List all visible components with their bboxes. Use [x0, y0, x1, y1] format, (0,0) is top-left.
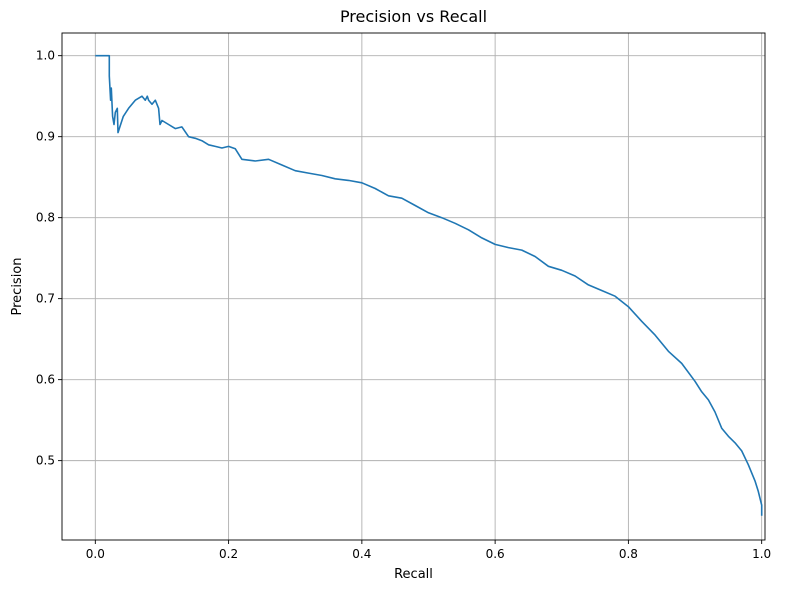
y-tick-label: 0.9: [36, 130, 55, 144]
y-tick-label: 0.7: [36, 292, 55, 306]
precision-recall-series-line: [95, 54, 763, 516]
y-tick-label: 1.0: [36, 49, 55, 63]
x-tick-label: 0.0: [86, 547, 105, 561]
y-tick-label: 0.8: [36, 211, 55, 225]
x-tick-label: 0.4: [352, 547, 371, 561]
grid-lines: [62, 33, 765, 540]
axis-ticks: 0.0 0.2 0.4 0.6 0.8 1.0 0.5 0.6 0.7 0.8 0.9 1.0: [36, 49, 771, 561]
plot-frame: [61, 32, 766, 541]
y-axis-label: Precision: [10, 257, 25, 315]
y-tick-label: 0.6: [36, 373, 55, 387]
x-tick-label: 0.8: [619, 547, 638, 561]
chart-title: Precision vs Recall: [340, 7, 487, 26]
x-tick-label: 0.6: [486, 547, 505, 561]
x-axis-label: Recall: [394, 567, 433, 582]
x-tick-label: 0.2: [219, 547, 238, 561]
y-tick-label: 0.5: [36, 454, 55, 468]
x-tick-label: 1.0: [752, 547, 771, 561]
